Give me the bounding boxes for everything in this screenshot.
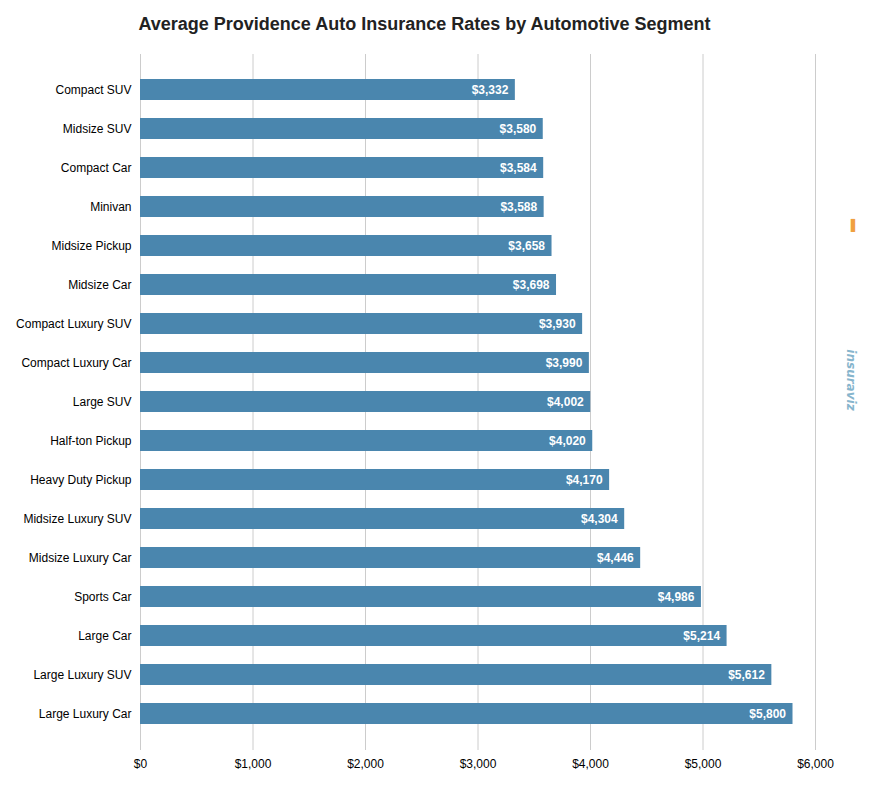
svg-text:Sports Car: Sports Car <box>74 590 131 604</box>
svg-text:Compact Luxury SUV: Compact Luxury SUV <box>16 317 131 331</box>
svg-text:$4,170: $4,170 <box>566 473 603 487</box>
svg-text:Compact SUV: Compact SUV <box>55 83 131 97</box>
html-text:insuraviz: insuraviz <box>844 349 858 411</box>
svg-text:$3,000: $3,000 <box>460 757 497 771</box>
svg-text:Large Luxury Car: Large Luxury Car <box>39 707 132 721</box>
svg-text:Large SUV: Large SUV <box>73 395 132 409</box>
svg-text:$5,612: $5,612 <box>728 668 765 682</box>
svg-text:$0: $0 <box>134 757 148 771</box>
svg-text:Minivan: Minivan <box>90 200 131 214</box>
svg-text:Midsize SUV: Midsize SUV <box>63 122 132 136</box>
svg-text:$5,214: $5,214 <box>683 629 720 643</box>
svg-text:$1,000: $1,000 <box>235 757 272 771</box>
svg-text:$4,446: $4,446 <box>597 551 634 565</box>
svg-text:$4,304: $4,304 <box>581 512 618 526</box>
svg-text:Compact Luxury Car: Compact Luxury Car <box>21 356 131 370</box>
svg-text:Compact Car: Compact Car <box>61 161 132 175</box>
svg-text:Midsize Luxury SUV: Midsize Luxury SUV <box>23 512 131 526</box>
svg-text:$3,588: $3,588 <box>500 200 537 214</box>
svg-text:$4,986: $4,986 <box>658 590 695 604</box>
svg-text:$3,658: $3,658 <box>508 239 545 253</box>
svg-text:Midsize Pickup: Midsize Pickup <box>51 239 131 253</box>
svg-text:$2,000: $2,000 <box>347 757 384 771</box>
svg-text:$3,698: $3,698 <box>513 278 550 292</box>
svg-text:$3,584: $3,584 <box>500 161 537 175</box>
svg-text:$4,000: $4,000 <box>572 757 609 771</box>
svg-text:$4,002: $4,002 <box>547 395 584 409</box>
svg-text:$4,020: $4,020 <box>549 434 586 448</box>
html-text:Average Providence Auto Insura: Average Providence Auto Insurance Rates … <box>138 14 711 34</box>
svg-text:$5,800: $5,800 <box>749 707 786 721</box>
svg-text:Large Luxury SUV: Large Luxury SUV <box>33 668 131 682</box>
svg-text:$3,580: $3,580 <box>500 122 537 136</box>
svg-text:Midsize Luxury Car: Midsize Luxury Car <box>29 551 132 565</box>
svg-text:Midsize Car: Midsize Car <box>68 278 131 292</box>
svg-text:$3,332: $3,332 <box>472 83 509 97</box>
svg-text:$6,000: $6,000 <box>797 757 834 771</box>
svg-text:$5,000: $5,000 <box>685 757 722 771</box>
svg-text:Half-ton Pickup: Half-ton Pickup <box>50 434 132 448</box>
svg-text:Large Car: Large Car <box>78 629 131 643</box>
svg-text:$3,990: $3,990 <box>546 356 583 370</box>
svg-text:Heavy Duty Pickup: Heavy Duty Pickup <box>30 473 132 487</box>
svg-text:$3,930: $3,930 <box>539 317 576 331</box>
